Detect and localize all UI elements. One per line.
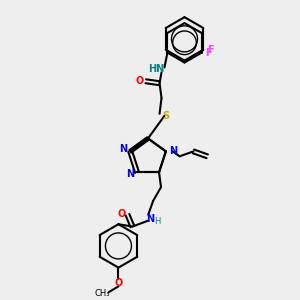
Text: F: F bbox=[205, 48, 212, 58]
Text: O: O bbox=[114, 278, 123, 288]
Text: O: O bbox=[136, 76, 144, 86]
Text: N: N bbox=[119, 144, 128, 154]
Text: F: F bbox=[207, 45, 214, 55]
Text: O: O bbox=[117, 209, 126, 219]
Text: HN: HN bbox=[148, 64, 165, 74]
Text: N: N bbox=[126, 169, 134, 179]
Text: CH₃: CH₃ bbox=[95, 289, 110, 298]
Text: N: N bbox=[169, 146, 177, 156]
Text: H: H bbox=[154, 217, 160, 226]
Text: S: S bbox=[162, 111, 169, 121]
Text: N: N bbox=[146, 214, 154, 224]
